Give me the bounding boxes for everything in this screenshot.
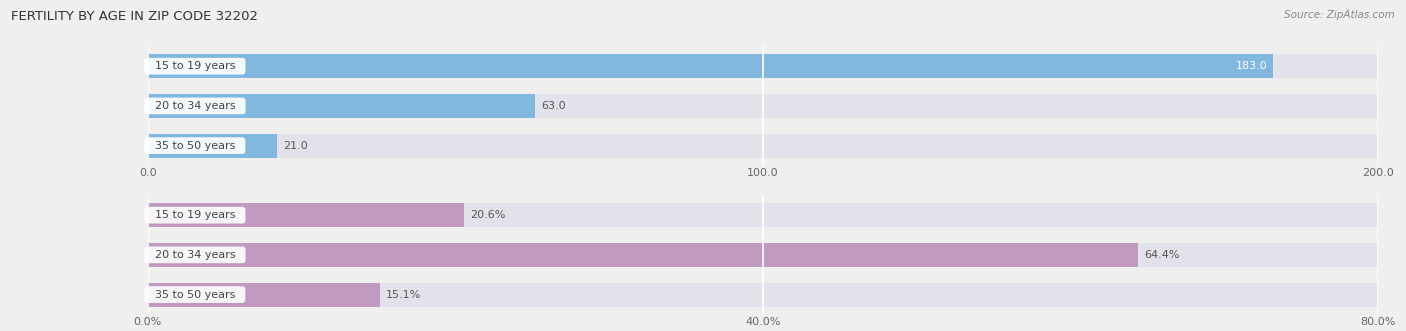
Text: FERTILITY BY AGE IN ZIP CODE 32202: FERTILITY BY AGE IN ZIP CODE 32202 (11, 10, 259, 23)
Bar (148, 283, 380, 307)
Text: 20 to 34 years: 20 to 34 years (148, 101, 242, 111)
Text: 21.0: 21.0 (283, 141, 308, 151)
Bar (148, 243, 1378, 267)
Text: Source: ZipAtlas.com: Source: ZipAtlas.com (1284, 10, 1395, 20)
Bar (148, 283, 1378, 307)
Text: 15.1%: 15.1% (387, 290, 422, 300)
Bar (148, 203, 1378, 227)
Bar (148, 54, 1274, 78)
Bar (148, 203, 464, 227)
Text: 20.6%: 20.6% (471, 210, 506, 220)
Bar (148, 94, 536, 118)
Text: 64.4%: 64.4% (1144, 250, 1180, 260)
Text: 35 to 50 years: 35 to 50 years (148, 141, 242, 151)
Bar (148, 94, 1378, 118)
Text: 20 to 34 years: 20 to 34 years (148, 250, 242, 260)
Bar (148, 134, 277, 158)
Text: 63.0: 63.0 (541, 101, 567, 111)
Text: 15 to 19 years: 15 to 19 years (148, 61, 242, 71)
Text: 183.0: 183.0 (1236, 61, 1267, 71)
Bar (148, 243, 1137, 267)
Bar (148, 134, 1378, 158)
Text: 35 to 50 years: 35 to 50 years (148, 290, 242, 300)
Text: 15 to 19 years: 15 to 19 years (148, 210, 242, 220)
Bar (148, 54, 1378, 78)
